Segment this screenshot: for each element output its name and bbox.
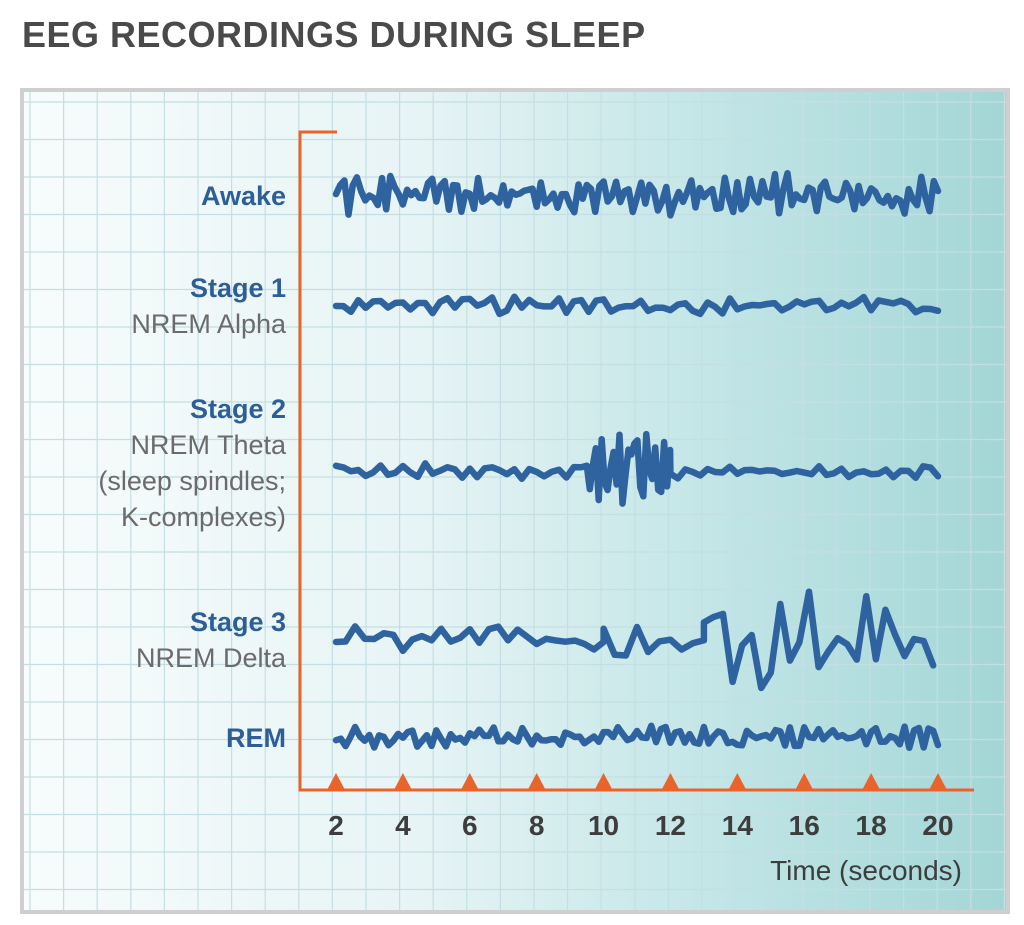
x-tick-marker	[661, 773, 680, 790]
x-tick-marker	[728, 773, 747, 790]
x-tick-marker	[795, 773, 814, 790]
chart-axis	[298, 130, 974, 792]
series-label-stage-2: Stage 2	[190, 394, 286, 424]
series-label-stage-2: NREM Theta	[130, 430, 287, 460]
eeg-trace-stage-3	[332, 588, 937, 692]
x-tick-label: 6	[462, 810, 478, 841]
series-label-awake: Awake	[201, 181, 286, 211]
series-label-rem: REM	[226, 723, 286, 753]
x-axis-label: Time (seconds)	[770, 855, 962, 886]
page-title: EEG RECORDINGS DURING SLEEP	[22, 14, 646, 55]
x-tick-label: 10	[588, 810, 619, 841]
x-tick-marker	[460, 773, 479, 790]
x-tick-marker	[327, 773, 345, 790]
series-label-stage-2: (sleep spindles;	[98, 466, 286, 496]
chart-frame: 2 4 6 8 10 12 14 16 18 20 Time (seconds) Awake Stage…	[20, 88, 1010, 914]
series-label-stage-1: Stage 1	[190, 273, 286, 303]
x-tick-label: 20	[922, 810, 953, 841]
x-tick-label: 8	[529, 810, 545, 841]
series-label-stage-1: NREM Alpha	[131, 309, 287, 339]
x-tick-marker	[393, 773, 412, 790]
series-label-stage-3: Stage 3	[190, 607, 286, 637]
x-tick-label: 4	[395, 810, 411, 841]
series-label-stage-3: NREM Delta	[136, 643, 287, 673]
eeg-trace-stage-2	[332, 430, 942, 507]
x-tick-marker	[862, 773, 881, 790]
eeg-trace-stage-1	[332, 293, 942, 318]
x-tick-marker	[929, 773, 947, 790]
eeg-trace-awake	[332, 170, 942, 219]
x-tick-label: 18	[856, 810, 887, 841]
x-tick-marker	[594, 773, 613, 790]
series-label-stage-2: K-complexes)	[121, 502, 286, 532]
x-tick-marker	[527, 773, 546, 790]
eeg-chart: 2 4 6 8 10 12 14 16 18 20 Time (seconds) Awake Stage…	[24, 92, 1006, 910]
x-tick-label: 12	[655, 810, 686, 841]
x-tick-label: 16	[789, 810, 820, 841]
x-tick-label: 2	[328, 810, 344, 841]
eeg-trace-rem	[332, 722, 942, 752]
x-tick-label: 14	[722, 810, 754, 841]
